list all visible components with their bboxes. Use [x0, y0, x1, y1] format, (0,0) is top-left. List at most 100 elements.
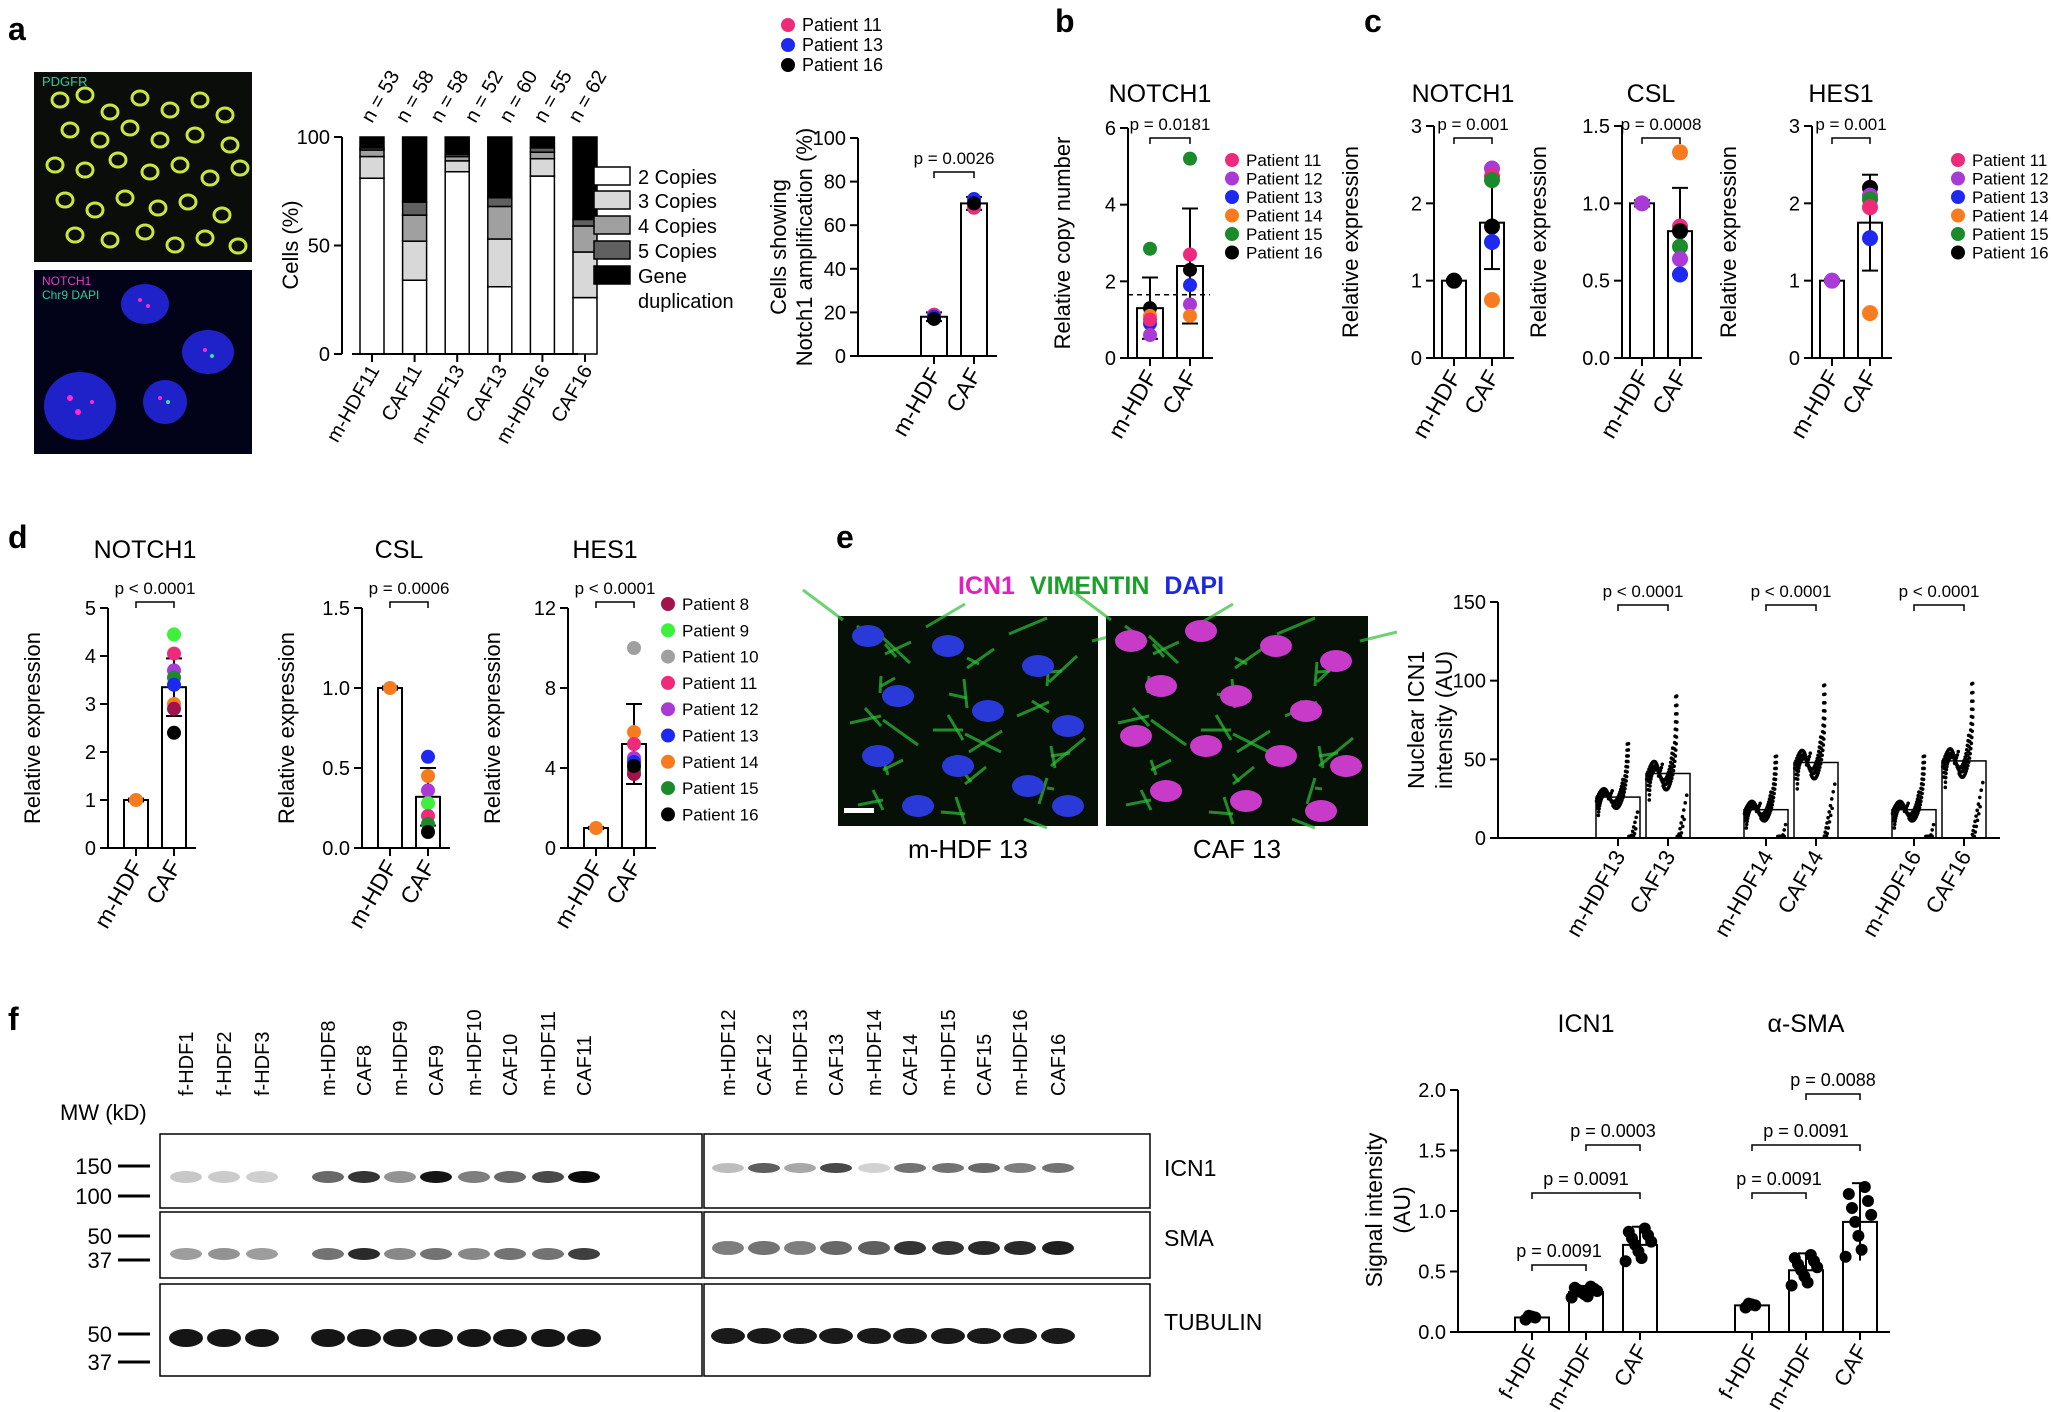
fiber [1318, 736, 1354, 768]
copy-legend-marker [1225, 171, 1239, 186]
copy-legend-marker [1225, 153, 1239, 167]
fiber [954, 796, 967, 825]
d-legend-label: Patient 15 [682, 779, 759, 798]
stack-segment [359, 177, 385, 355]
lane-label: m-HDF11 [538, 1011, 560, 1096]
nuc-data-point [1827, 810, 1832, 814]
nuc-data-point [1673, 720, 1678, 724]
sig-x-label: m-HDF [1761, 1340, 1818, 1412]
stack-segment [572, 225, 598, 253]
panel-letter-a: a [8, 11, 26, 47]
c0-x-label: CAF [1459, 366, 1505, 419]
fiber [1314, 786, 1323, 791]
lane-label: f-HDF3 [252, 1032, 274, 1096]
nuc-x-label: CAF13 [1624, 846, 1680, 918]
stack-segment [487, 238, 513, 288]
copy-tick-label: 0 [1105, 348, 1116, 370]
nuc-data-point [1683, 801, 1688, 805]
nuc-data-point [1829, 797, 1834, 801]
cell [45, 156, 65, 174]
fiber [882, 718, 919, 747]
cell [55, 191, 75, 209]
blot-band [819, 1328, 853, 1344]
cell [212, 206, 232, 224]
nuc-data-point [1673, 727, 1678, 732]
d2-x-label: m-HDF [549, 856, 609, 933]
d0-tick-label: 0 [85, 838, 96, 860]
stack-segment [572, 251, 598, 299]
d0-data-point [167, 725, 181, 740]
blot-band [894, 1163, 926, 1173]
blot-band [932, 1241, 964, 1255]
blot-band [348, 1171, 380, 1183]
copy-data-point [1143, 328, 1157, 342]
d-legend-marker [661, 702, 675, 717]
nuc-data-point [1821, 708, 1826, 713]
blot-label-icn1: ICN1 [1164, 1155, 1216, 1181]
nuc-data-point [1968, 728, 1973, 732]
d0-data-point [167, 646, 181, 661]
d2-y-label: Relative expression [480, 632, 505, 824]
c-legend-marker [1951, 171, 1965, 186]
nuc-data-point [1782, 828, 1786, 832]
d-legend-label: Patient 16 [682, 805, 759, 824]
cell [230, 159, 250, 177]
stack-segment [529, 151, 556, 160]
c1-data-point [1672, 266, 1688, 283]
cell [185, 126, 205, 144]
c0-data-point [1484, 292, 1500, 308]
sig-tick-label: 0.0 [1418, 1322, 1446, 1344]
lane-label: CAF11 [574, 1035, 596, 1096]
cell [75, 161, 95, 179]
nucleus [852, 625, 884, 647]
nuc-data-point [1971, 828, 1976, 833]
nuc-data-point [1625, 748, 1629, 752]
fiber [1016, 700, 1050, 718]
nuc-data-point [1823, 830, 1828, 834]
d2-tick-label: 8 [545, 678, 556, 700]
nuc-data-point [1942, 775, 1946, 779]
nuc-data-point [1920, 777, 1924, 781]
fiber [1047, 654, 1079, 684]
nuc-data-point [1815, 756, 1820, 761]
nuc-data-point [1818, 735, 1823, 739]
d-legend-label: Patient 8 [682, 595, 749, 614]
c1-data-point [1672, 251, 1688, 268]
c0-p-value: p = 0.001 [1437, 115, 1508, 134]
nuc-data-point [1794, 776, 1798, 781]
d0-tick-label: 3 [85, 694, 96, 716]
chr9-dapi-label: Chr9 DAPI [42, 288, 99, 302]
cell [228, 237, 248, 255]
d1-p-value: p = 0.0006 [369, 579, 450, 598]
nuc-data-point [1781, 833, 1785, 837]
lane-label: CAF14 [900, 1034, 922, 1096]
copy-x-label: m-HDF [1103, 366, 1163, 443]
stack-segment [401, 136, 428, 203]
nuc-data-point [1807, 754, 1812, 759]
d-legend-marker [661, 597, 675, 611]
nuc-data-point [1673, 703, 1678, 708]
fiber [879, 634, 912, 665]
d0-data-point [167, 677, 181, 692]
nuc-data-point [1902, 804, 1906, 808]
nucleus [1052, 715, 1084, 737]
blot-band [858, 1163, 890, 1173]
copy-title: NOTCH1 [1109, 80, 1212, 108]
legend-swatch [593, 215, 631, 235]
stack-segment [529, 157, 556, 177]
sig-y-label: (AU) [1389, 1186, 1415, 1233]
nuc-data-point [1773, 766, 1777, 771]
blot-band [568, 1248, 600, 1260]
stack-tick-label: 0 [319, 344, 330, 366]
d-legend-label: Patient 10 [682, 648, 759, 667]
panel-letter-f: f [8, 1001, 19, 1037]
sig-data-point [1842, 1188, 1855, 1201]
nuc-data-point [1980, 780, 1985, 785]
nuc-data-point [1965, 743, 1970, 748]
mw-marker-label: 50 [88, 1224, 112, 1249]
cell [90, 131, 110, 149]
blot-membrane [703, 1283, 1151, 1377]
sig-significance-bracket [1531, 1192, 1641, 1199]
